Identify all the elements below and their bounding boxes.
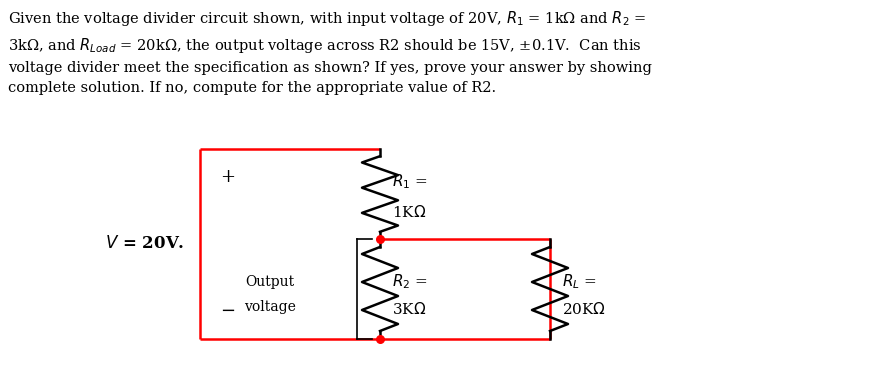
Point <box>373 236 387 242</box>
Text: $V$ = 20V.: $V$ = 20V. <box>105 236 184 252</box>
Text: +: + <box>220 168 235 186</box>
Text: 20K$\Omega$: 20K$\Omega$ <box>562 301 606 317</box>
Text: 1K$\Omega$: 1K$\Omega$ <box>392 204 427 220</box>
Text: $R_2$ =: $R_2$ = <box>392 273 427 291</box>
Text: Output: Output <box>246 275 295 289</box>
Text: voltage: voltage <box>244 300 296 314</box>
Point <box>373 336 387 342</box>
Text: $R_L$ =: $R_L$ = <box>562 273 597 291</box>
Text: 3K$\Omega$: 3K$\Omega$ <box>392 301 427 317</box>
Text: −: − <box>220 302 236 320</box>
Text: $R_1$ =: $R_1$ = <box>392 173 427 191</box>
Text: Given the voltage divider circuit shown, with input voltage of 20V, $R_1$ = 1kΩ : Given the voltage divider circuit shown,… <box>8 9 652 95</box>
